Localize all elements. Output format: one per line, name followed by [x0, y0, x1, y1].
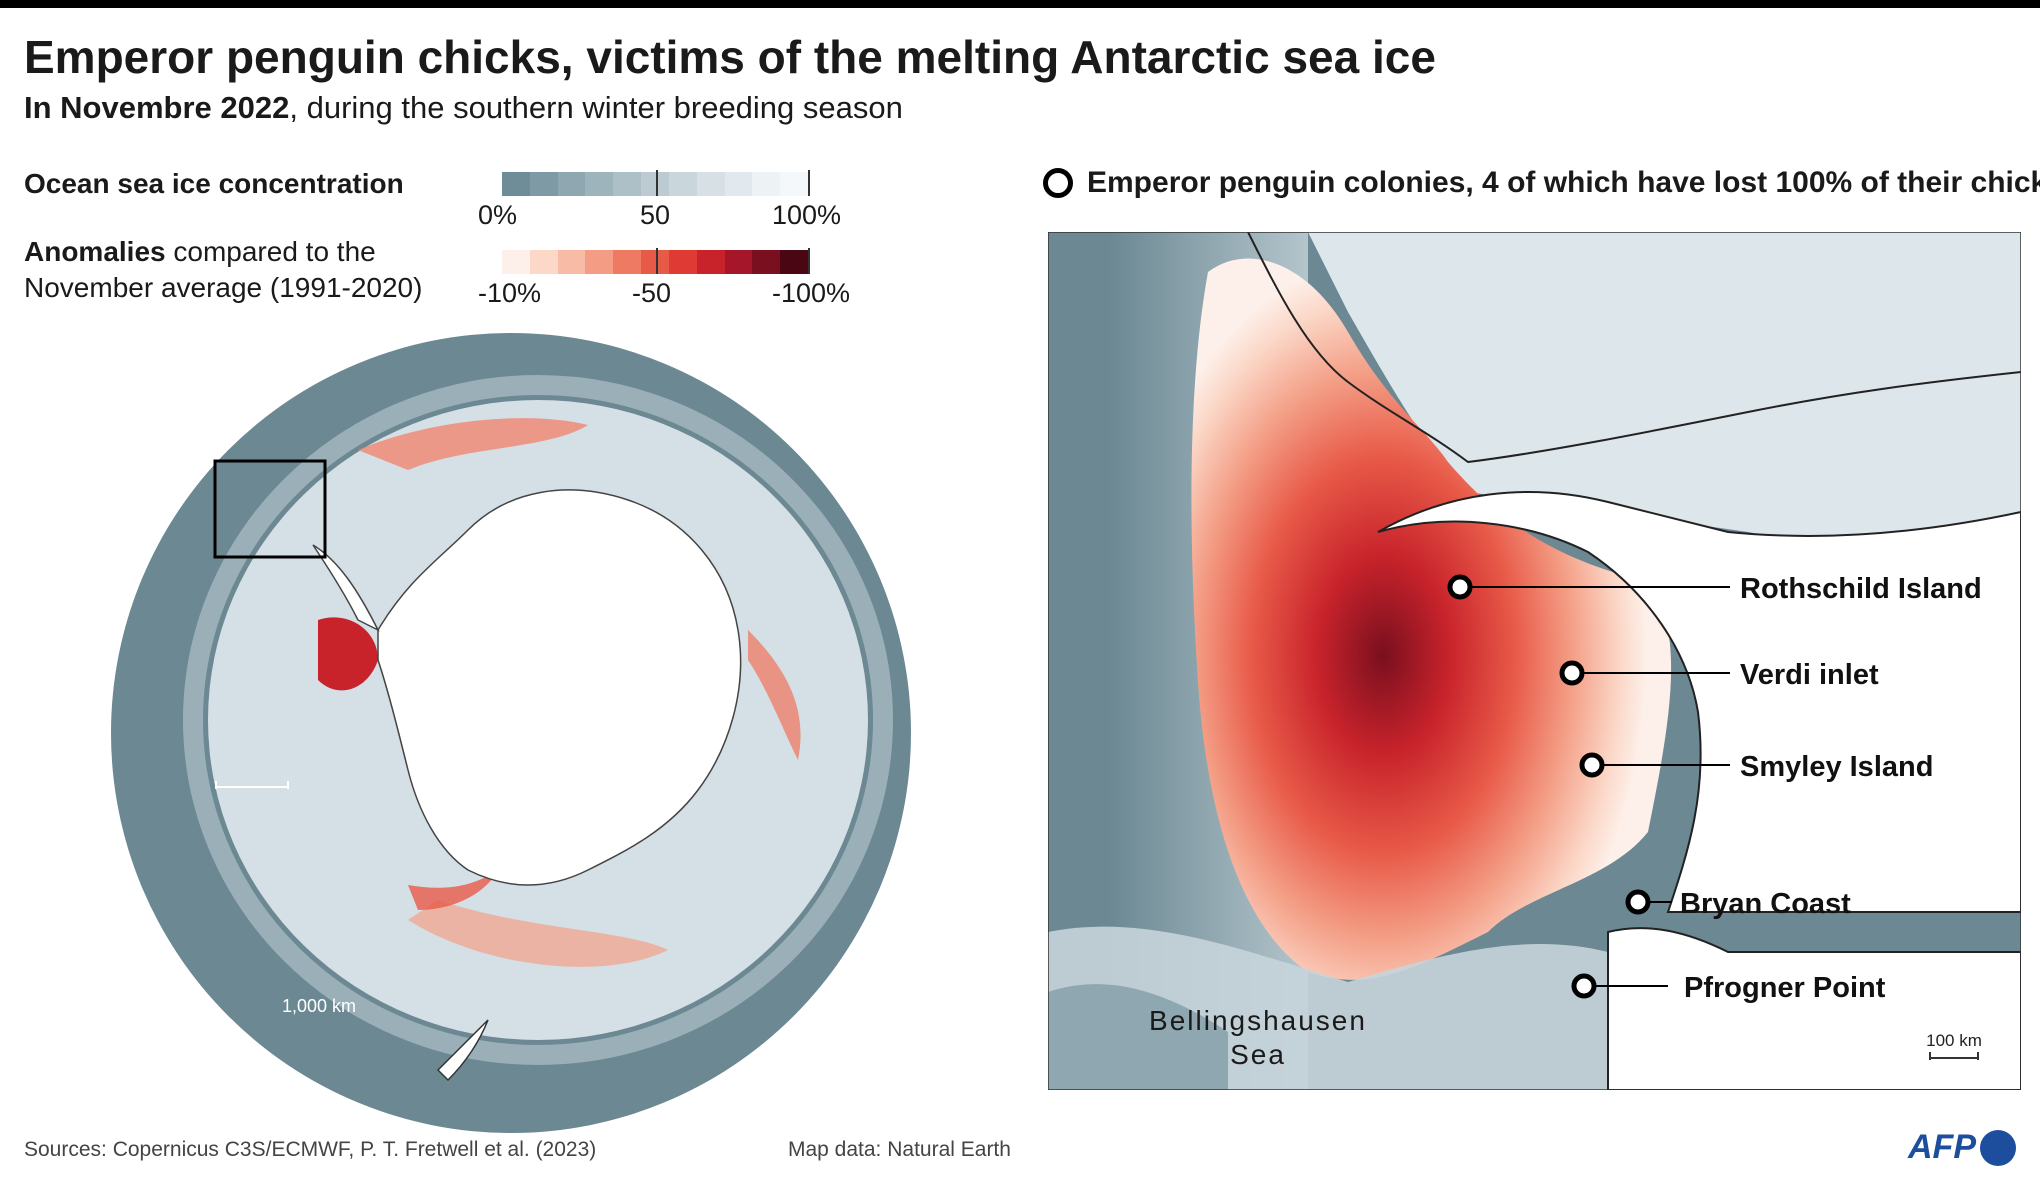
- concentration-tick-0: 0%: [478, 200, 518, 230]
- zoom-ice-shelf: [1308, 232, 2021, 541]
- zoom-land-south: [1607, 927, 2021, 1090]
- colony-pfrogner[interactable]: [1571, 973, 1668, 999]
- label-rothschild: Rothschild Island: [1740, 573, 1982, 605]
- concentration-tick-100: 100%: [772, 200, 842, 230]
- label-smyley: Smyley Island: [1740, 751, 1933, 783]
- concentration-end-tick: [808, 170, 810, 196]
- subtitle-rest: , during the southern winter breeding se…: [289, 90, 903, 125]
- bellingshausen-zoom-map: Rothschild Island Verdi inlet Smyley Isl…: [1048, 232, 2021, 1090]
- colony-marker-verdi[interactable]: [1559, 660, 1585, 686]
- concentration-swatch-7: [696, 172, 725, 196]
- anomaly-swatch-0: [502, 250, 530, 274]
- sea-label-line2: Sea: [1230, 1039, 1286, 1070]
- antarctic-peninsula: [312, 544, 380, 632]
- colony-verdi[interactable]: [1559, 660, 1730, 686]
- concentration-swatch-2: [557, 172, 586, 196]
- anomaly-swatch-4: [613, 250, 642, 274]
- label-bryan: Bryan Coast: [1680, 888, 1851, 920]
- anomalies-legend-title: Anomalies compared to the November avera…: [24, 234, 464, 306]
- anomaly-swatch-8: [724, 250, 753, 274]
- page-subtitle: In Novembre 2022, during the southern wi…: [24, 90, 903, 126]
- sources-text: Sources: Copernicus C3S/ECMWF, P. T. Fre…: [24, 1138, 597, 1161]
- afp-logo-text: AFP: [1908, 1128, 1976, 1166]
- anomaly-swatch-1: [529, 250, 558, 274]
- colony-bryan[interactable]: [1625, 889, 1672, 915]
- anomaly-color-scale: [502, 250, 808, 274]
- anomaly-swatch-9: [752, 250, 781, 274]
- concentration-swatch-10: [780, 172, 808, 196]
- colony-marker-bryan[interactable]: [1625, 889, 1651, 915]
- anomaly-patch-bellingshausen: [318, 617, 378, 691]
- zoom-land-peninsula: [1377, 491, 2021, 913]
- colony-marker-smyley[interactable]: [1579, 752, 1605, 778]
- zoom-ocean-south: [1048, 984, 1228, 1090]
- new-zealand: [436, 1019, 489, 1082]
- anomaly-mid-tick: [656, 248, 658, 274]
- concentration-swatch-9: [752, 172, 781, 196]
- colony-rothschild[interactable]: [1447, 574, 1730, 600]
- anomaly-end-tick: [808, 248, 810, 274]
- colony-marker-rothschild[interactable]: [1447, 574, 1473, 600]
- concentration-swatch-0: [502, 172, 530, 196]
- label-verdi: Verdi inlet: [1740, 659, 1879, 691]
- zoom-anomaly-field: [1191, 258, 1672, 980]
- page-title: Emperor penguin chicks, victims of the m…: [24, 31, 1436, 83]
- sea-ice-outer-fade: [183, 375, 893, 1065]
- zoom-coastline-north: [1247, 232, 2021, 464]
- south-america-tip: [111, 449, 190, 481]
- label-pfrogner: Pfrogner Point: [1684, 972, 1886, 1004]
- sea-label-line1: Bellingshausen: [1149, 1005, 1367, 1036]
- antarctica-overview-map: [111, 333, 911, 1133]
- concentration-mid-tick: [656, 170, 658, 196]
- colony-marker-icon: [1043, 168, 1073, 198]
- concentration-swatch-3: [585, 172, 614, 196]
- anomaly-patch-southeast: [408, 900, 668, 967]
- anomaly-swatch-6: [668, 250, 697, 274]
- anomaly-patch-south: [408, 870, 498, 910]
- concentration-tick-50: 50: [640, 200, 671, 230]
- anomalies-bold: Anomalies: [24, 236, 166, 267]
- anomaly-swatch-7: [696, 250, 725, 274]
- colony-marker-pfrogner[interactable]: [1571, 973, 1597, 999]
- colony-legend-text: Emperor penguin colonies, 4 of which hav…: [1087, 166, 2040, 199]
- concentration-swatch-1: [529, 172, 558, 196]
- top-rule: [0, 0, 2040, 8]
- scalebar-label-left: 1,000 km: [282, 996, 357, 1016]
- anomaly-tick-100: -100%: [772, 278, 851, 308]
- anomaly-swatch-10: [780, 250, 808, 274]
- afp-logo: AFP: [1908, 1128, 2016, 1167]
- colony-smyley[interactable]: [1579, 752, 1730, 778]
- concentration-color-scale: [502, 172, 808, 196]
- zoom-inset-box: [213, 459, 327, 559]
- afp-logo-dot-icon: [1980, 1129, 2016, 1166]
- concentration-swatch-6: [668, 172, 697, 196]
- scalebar-label-right: 100 km: [1926, 1031, 1982, 1050]
- anomaly-tick-50: -50: [632, 278, 672, 308]
- anomaly-patch-east: [748, 630, 801, 760]
- anomaly-patch-north: [358, 418, 588, 470]
- concentration-swatch-4: [613, 172, 642, 196]
- anomalies-rest: compared to the November average (1991-2…: [24, 236, 423, 303]
- anomaly-swatch-3: [585, 250, 614, 274]
- colony-legend: Emperor penguin colonies, 4 of which hav…: [1043, 166, 2040, 200]
- subtitle-bold: In Novembre 2022: [24, 90, 290, 125]
- anomaly-tick-10: -10%: [478, 278, 542, 308]
- concentration-swatch-8: [724, 172, 753, 196]
- anomaly-swatch-5: [641, 250, 669, 274]
- map-data-text: Map data: Natural Earth: [788, 1138, 1011, 1161]
- concentration-swatch-5: [641, 172, 669, 196]
- antarctic-continent: [377, 489, 742, 886]
- anomaly-swatch-2: [557, 250, 586, 274]
- concentration-legend-title: Ocean sea ice concentration: [24, 168, 404, 199]
